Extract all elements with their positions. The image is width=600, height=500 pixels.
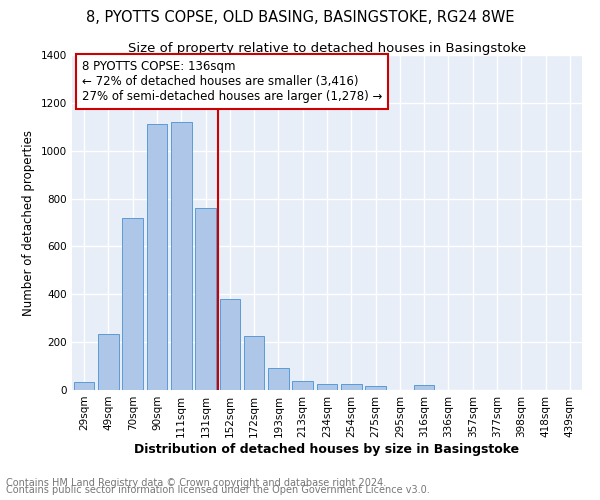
Bar — [122, 218, 143, 390]
Text: 8 PYOTTS COPSE: 136sqm
← 72% of detached houses are smaller (3,416)
27% of semi-: 8 PYOTTS COPSE: 136sqm ← 72% of detached… — [82, 60, 383, 103]
Bar — [317, 384, 337, 390]
Bar — [268, 368, 289, 390]
Text: 8, PYOTTS COPSE, OLD BASING, BASINGSTOKE, RG24 8WE: 8, PYOTTS COPSE, OLD BASING, BASINGSTOKE… — [86, 10, 514, 25]
Bar — [292, 381, 313, 390]
Bar — [171, 122, 191, 390]
Bar — [146, 124, 167, 390]
Bar — [414, 385, 434, 390]
X-axis label: Distribution of detached houses by size in Basingstoke: Distribution of detached houses by size … — [134, 442, 520, 456]
Title: Size of property relative to detached houses in Basingstoke: Size of property relative to detached ho… — [128, 42, 526, 55]
Bar — [220, 299, 240, 390]
Bar — [195, 208, 216, 390]
Text: Contains HM Land Registry data © Crown copyright and database right 2024.: Contains HM Land Registry data © Crown c… — [6, 478, 386, 488]
Bar — [365, 386, 386, 390]
Bar — [74, 382, 94, 390]
Y-axis label: Number of detached properties: Number of detached properties — [22, 130, 35, 316]
Bar — [98, 334, 119, 390]
Bar — [341, 384, 362, 390]
Text: Contains public sector information licensed under the Open Government Licence v3: Contains public sector information licen… — [6, 485, 430, 495]
Bar — [244, 336, 265, 390]
